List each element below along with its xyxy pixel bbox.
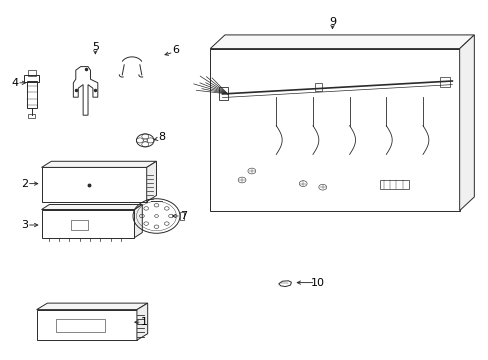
Polygon shape — [210, 35, 473, 49]
Polygon shape — [137, 303, 147, 340]
Bar — [71, 220, 88, 230]
Polygon shape — [37, 303, 147, 310]
Bar — [439, 77, 449, 87]
Text: 2: 2 — [21, 179, 28, 189]
Polygon shape — [41, 210, 134, 238]
Text: 10: 10 — [310, 278, 324, 288]
Polygon shape — [41, 167, 146, 202]
Bar — [314, 83, 321, 91]
Bar — [219, 87, 227, 100]
Bar — [180, 212, 183, 220]
Bar — [24, 75, 39, 82]
Polygon shape — [41, 161, 156, 167]
Bar — [56, 319, 105, 332]
Text: 4: 4 — [11, 78, 18, 88]
Polygon shape — [134, 204, 142, 238]
Text: 3: 3 — [21, 220, 28, 230]
Text: 8: 8 — [158, 132, 164, 142]
Bar — [27, 81, 37, 108]
Polygon shape — [37, 310, 137, 340]
Text: 5: 5 — [92, 42, 99, 52]
Text: 9: 9 — [328, 17, 335, 27]
Polygon shape — [146, 161, 156, 202]
Bar — [28, 70, 36, 76]
Polygon shape — [210, 49, 459, 211]
Polygon shape — [41, 204, 142, 210]
Bar — [129, 212, 133, 220]
Bar — [379, 180, 408, 189]
Text: 7: 7 — [180, 211, 186, 221]
Polygon shape — [459, 35, 473, 211]
Bar — [28, 114, 35, 118]
Text: 6: 6 — [172, 45, 179, 55]
Text: 1: 1 — [141, 317, 147, 327]
